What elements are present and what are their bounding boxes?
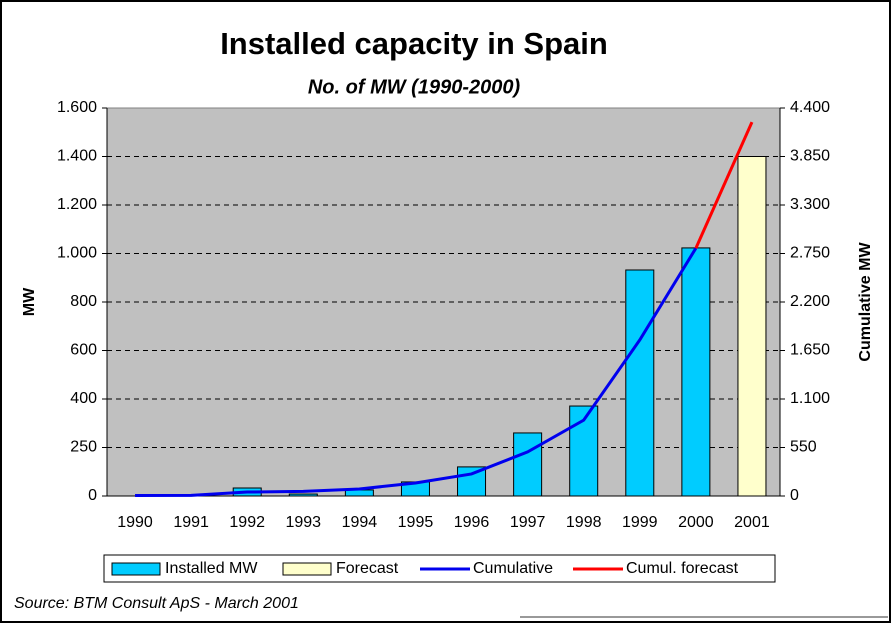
bar <box>288 493 318 497</box>
x-tick-label: 1993 <box>285 514 321 531</box>
y2-tick-label: 550 <box>790 439 817 456</box>
y-tick-label: 1.200 <box>57 196 97 213</box>
legend-swatch <box>111 562 161 576</box>
x-tick-label: 1990 <box>117 514 153 531</box>
y2-axis-label: Cumulative MW <box>857 242 874 362</box>
line <box>694 121 754 249</box>
bar <box>625 269 655 497</box>
y-axis-label: MW <box>21 287 38 316</box>
line <box>135 247 698 498</box>
source-note: Source: BTM Consult ApS - March 2001 <box>14 595 299 612</box>
y-tick-label: 0 <box>88 487 97 504</box>
y2-tick-label: 1.650 <box>790 342 830 359</box>
y-tick-label: 1.400 <box>57 148 97 165</box>
y2-tick-label: 3.850 <box>790 148 830 165</box>
x-tick-label: 1998 <box>566 514 602 531</box>
y2-tick-label: 0 <box>790 487 799 504</box>
x-tick-label: 1991 <box>173 514 209 531</box>
x-tick-label: 1999 <box>622 514 658 531</box>
x-tick-label: 1994 <box>342 514 378 531</box>
chart-subtitle: No. of MW (1990-2000) <box>308 76 521 98</box>
y2-tick-label: 2.200 <box>790 293 830 310</box>
y-tick-label: 400 <box>70 390 97 407</box>
y2-tick-label: 1.100 <box>790 390 830 407</box>
y2-tick-label: 3.300 <box>790 196 830 213</box>
x-tick-label: 2001 <box>734 514 770 531</box>
y-tick-label: 250 <box>70 439 97 456</box>
bar <box>681 247 711 497</box>
x-tick-label: 2000 <box>678 514 714 531</box>
bar <box>513 432 543 497</box>
y2-tick-label: 4.400 <box>790 99 830 116</box>
y2-tick-label: 2.750 <box>790 245 830 262</box>
y-tick-label: 800 <box>70 293 97 310</box>
legend-label: Installed MW <box>165 560 258 577</box>
y-tick-label: 1.600 <box>57 99 97 116</box>
legend-swatch <box>282 562 332 576</box>
x-tick-label: 1992 <box>229 514 265 531</box>
bar <box>737 156 767 497</box>
x-tick-label: 1997 <box>510 514 546 531</box>
legend-label: Cumulative <box>473 560 553 577</box>
legend-label: Cumul. forecast <box>626 560 739 577</box>
y-tick-label: 1.000 <box>57 245 97 262</box>
legend-label: Forecast <box>336 560 399 577</box>
chart-title: Installed capacity in Spain <box>220 26 608 61</box>
x-tick-label: 1995 <box>398 514 434 531</box>
y-tick-label: 600 <box>70 342 97 359</box>
x-tick-label: 1996 <box>454 514 490 531</box>
